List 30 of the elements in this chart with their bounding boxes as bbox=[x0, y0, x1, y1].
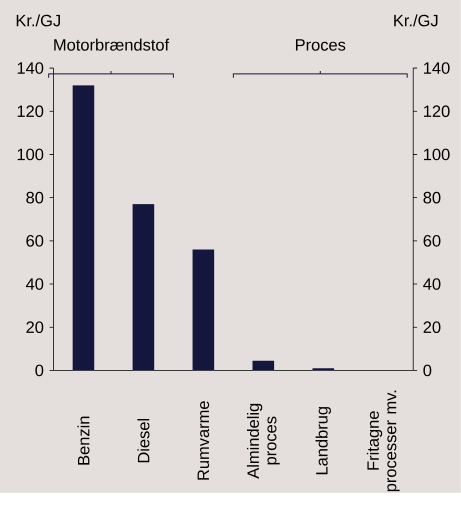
bar bbox=[192, 249, 214, 370]
x-tick-label: Benzin bbox=[77, 416, 90, 465]
y-tick-label: 140 bbox=[18, 62, 44, 74]
text: Motorbrændstof bbox=[54, 38, 170, 51]
x-tick-label: Landbrug bbox=[316, 407, 332, 474]
x-tick-label: Fritagne processer mv. bbox=[366, 390, 400, 492]
bar bbox=[252, 360, 274, 370]
x-tick-label: Almindelig proces bbox=[247, 404, 280, 479]
y2-tick-label: 40 bbox=[423, 278, 441, 290]
bar bbox=[132, 204, 154, 370]
y2-tick-label: 20 bbox=[424, 321, 441, 334]
y2-tick-label: 0 bbox=[423, 364, 432, 376]
y-tick-label: 120 bbox=[18, 105, 44, 118]
y-tick-label: 100 bbox=[18, 148, 44, 160]
y2-tick-label: 100 bbox=[424, 148, 450, 160]
y-tick-label: 0 bbox=[35, 364, 44, 376]
x-tick-label: Rumvarme bbox=[198, 401, 210, 480]
y2-tick-label: 140 bbox=[424, 62, 450, 74]
y2-tick-label: 120 bbox=[424, 105, 450, 118]
x-tick-label: Diesel bbox=[137, 418, 150, 462]
y2-tick-label: 80 bbox=[424, 192, 441, 204]
y2-tick-label: 60 bbox=[424, 235, 441, 247]
y-tick-label: 20 bbox=[26, 321, 44, 334]
y-tick-label: 80 bbox=[26, 192, 44, 204]
y-axis-title: Kr./GJ bbox=[16, 14, 60, 26]
y-tick-label: 60 bbox=[26, 235, 44, 247]
bar bbox=[72, 85, 94, 370]
text: Proces bbox=[296, 39, 346, 51]
y2-axis-title: Kr./GJ bbox=[394, 14, 438, 26]
y-tick-label: 40 bbox=[26, 278, 44, 290]
